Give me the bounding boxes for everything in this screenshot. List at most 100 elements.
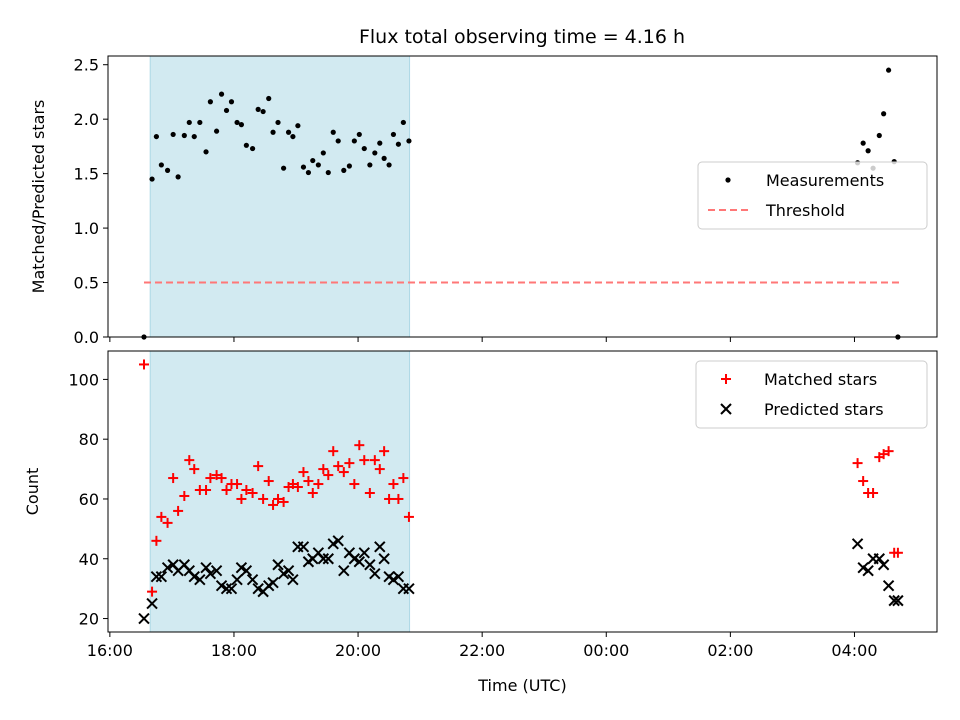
predicted-point (272, 559, 284, 571)
predicted-point-b (374, 541, 386, 553)
matched-point (303, 476, 314, 487)
predicted-point-b (322, 553, 334, 565)
predicted-point-b (892, 594, 904, 607)
measurement-point (860, 140, 866, 146)
matched-point (364, 487, 375, 498)
predicted-point-b (200, 562, 212, 574)
measurement-point (315, 162, 321, 168)
predicted-point (225, 582, 238, 595)
measurement-point (377, 140, 383, 146)
measurement-point (191, 133, 197, 140)
predicted-point (246, 573, 259, 586)
predicted-point-b (178, 559, 191, 571)
predicted-point-b (210, 565, 223, 577)
measurement-point (218, 91, 225, 97)
predicted-point-b (287, 573, 299, 586)
measurement-point (170, 131, 176, 138)
matched-point (162, 517, 173, 528)
matched-point (379, 446, 390, 457)
matched-point (333, 461, 344, 472)
y-tick-label: 20 (79, 610, 99, 629)
predicted-point (892, 594, 904, 607)
predicted-point-b (888, 594, 900, 607)
predicted-point-b (369, 568, 381, 580)
predicted-point-b (857, 562, 869, 574)
predicted-point (851, 538, 864, 550)
measurement-point (351, 138, 357, 144)
predicted-point (888, 594, 900, 607)
predicted-point (231, 573, 243, 586)
x-tick-label: 04:00 (831, 641, 877, 660)
top-x-ticks (109, 337, 855, 342)
measurement-point (881, 111, 887, 117)
top-y-axis-label: Matched/Predicted stars (29, 100, 48, 294)
y-tick-label: 0.5 (74, 274, 99, 293)
measurement-point (406, 138, 412, 144)
predicted-point (220, 582, 233, 595)
bottom-y-ticks: 20 40 60 80 100 (68, 370, 108, 629)
predicted-point-b (882, 579, 895, 592)
predicted-point-b (338, 565, 350, 577)
measurement-point (335, 138, 341, 144)
matched-point (253, 461, 264, 472)
predicted-point (369, 568, 381, 580)
matched-point (147, 586, 158, 597)
measurement-point (346, 163, 352, 169)
matched-point (359, 455, 370, 466)
measurement-point (207, 99, 213, 105)
measurement-point (395, 141, 401, 147)
matched-point (349, 479, 360, 490)
predicted-point (882, 579, 895, 592)
predicted-point-b (272, 559, 284, 571)
predicted-point (267, 576, 279, 589)
matched-point (241, 485, 252, 496)
predicted-point-b (392, 570, 405, 583)
matched-point (292, 482, 303, 493)
matched-point (374, 464, 385, 475)
matched-point (398, 473, 409, 484)
predicted-point-b (231, 573, 243, 586)
predicted-point (146, 597, 158, 610)
measurement-point (238, 122, 245, 128)
predicted-point (378, 553, 390, 565)
matched-point (221, 485, 232, 496)
matched-point (318, 464, 329, 475)
bottom-legend: Matched stars Predicted stars (695, 360, 928, 429)
bottom-y-axis-label: Count (23, 468, 42, 516)
matched-point (201, 485, 212, 496)
predicted-point (194, 573, 206, 586)
bottom-series (138, 359, 904, 625)
predicted-point (155, 570, 168, 583)
matched-point (393, 493, 404, 504)
predicted-point-b (267, 576, 279, 589)
predicted-point (317, 553, 330, 565)
measurement-point (181, 132, 187, 139)
predicted-point (188, 570, 200, 583)
predicted-point (403, 582, 415, 595)
measurement-point (367, 162, 373, 168)
legend-label: Predicted stars (764, 400, 884, 419)
matched-point (189, 464, 200, 475)
matched-point (236, 493, 247, 504)
predicted-point-b (364, 559, 376, 571)
measurement-point (249, 145, 256, 152)
bottom-panel: 20 40 60 80 100 16:00 18:00 20:00 22:00 00:00 02:… (23, 350, 938, 695)
measurement-point (356, 131, 362, 138)
x-tick-label: 18:00 (211, 641, 257, 660)
matched-point (263, 476, 274, 487)
predicted-point-b (378, 553, 390, 565)
predicted-point (862, 565, 874, 577)
predicted-point-b (332, 535, 344, 547)
top-axes-frame (107, 55, 938, 338)
predicted-point-b (246, 573, 259, 586)
matched-point (247, 487, 258, 498)
measurement-point (223, 107, 230, 114)
predicted-point-b (155, 570, 168, 583)
matched-point (273, 493, 284, 504)
predicted-point-b (312, 547, 325, 559)
matched-point (384, 493, 395, 504)
legend-label: Matched stars (764, 370, 877, 389)
predicted-point-b (317, 553, 330, 565)
measurement-point (243, 142, 249, 148)
